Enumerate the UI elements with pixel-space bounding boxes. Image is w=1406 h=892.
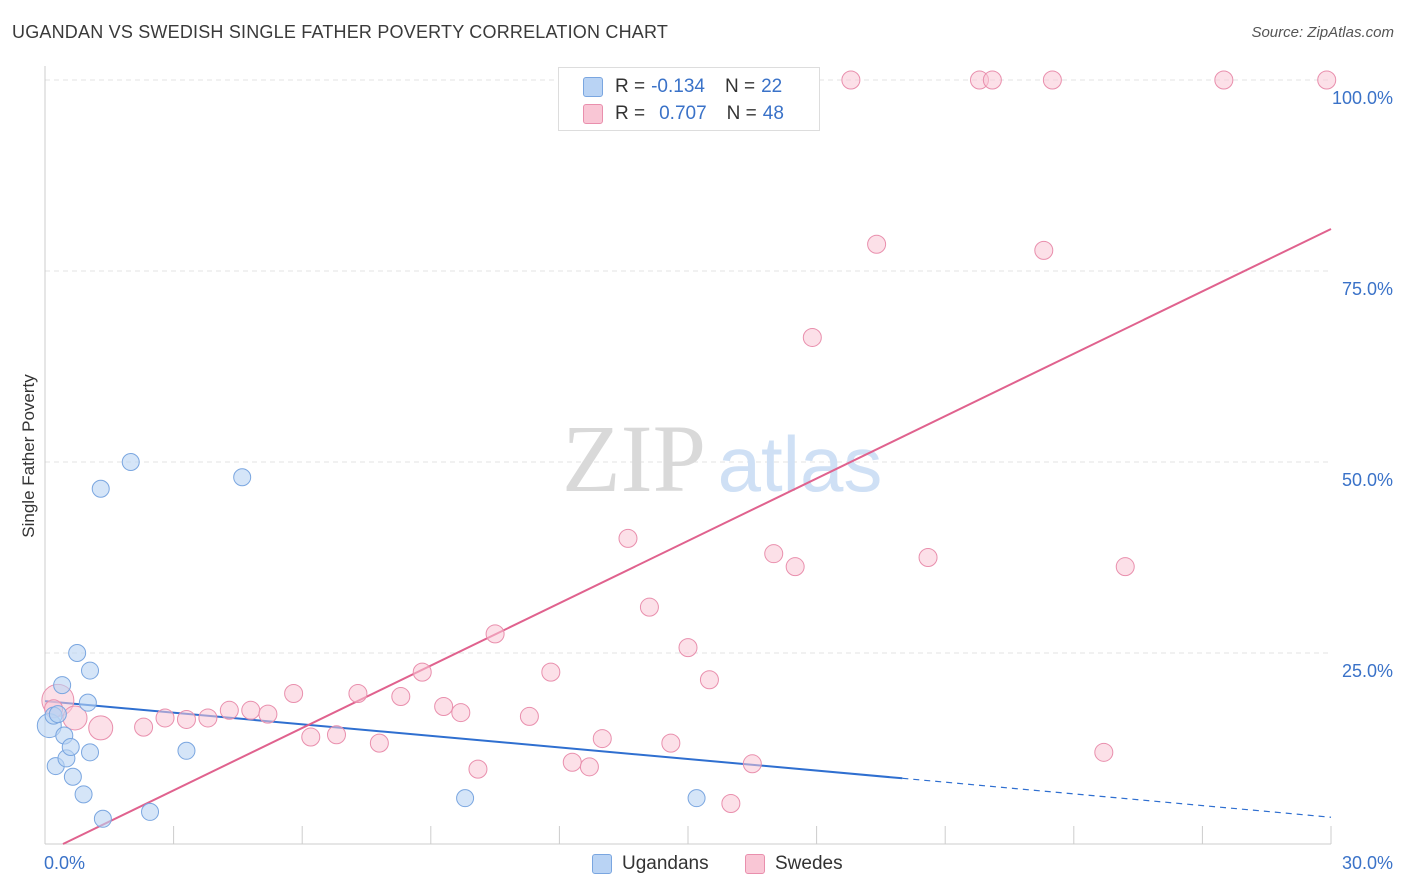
- swede-point: [348, 683, 368, 703]
- swede-point: [219, 700, 239, 720]
- ugandan-point: [141, 802, 160, 821]
- axis-labels: 25.0% 50.0% 75.0% 100.0% 0.0% 30.0% Single Fat…: [19, 88, 1393, 873]
- swede-point: [541, 662, 561, 682]
- legend-n-value: 22: [761, 76, 783, 97]
- swede-point: [918, 548, 938, 567]
- bottom-legend-ugandans: Ugandans: [592, 852, 709, 876]
- swede-point: [1042, 70, 1062, 90]
- swede-point: [1094, 742, 1114, 762]
- swede-trend-line: [62, 228, 1332, 845]
- swede-point: [742, 754, 762, 774]
- swede-point: [1034, 240, 1054, 260]
- swede-point: [451, 703, 471, 723]
- swede-point: [1115, 557, 1135, 577]
- y-tick-label: 100.0%: [1332, 88, 1393, 108]
- swede-point: [176, 709, 196, 729]
- swede-point: [699, 670, 719, 690]
- swede-point: [391, 687, 411, 707]
- bottom-legend-swatch-swedes: [745, 854, 765, 874]
- x-tick-label: 0.0%: [44, 853, 85, 873]
- swede-point: [412, 662, 432, 682]
- legend-n-label: N =: [724, 76, 756, 97]
- swede-point: [592, 729, 612, 749]
- swede-point: [434, 696, 454, 716]
- swede-point: [721, 794, 741, 814]
- ugandan-point: [91, 479, 110, 498]
- swede-point: [1317, 70, 1337, 90]
- ugandan-point: [233, 468, 252, 487]
- ugandan-point: [53, 676, 72, 695]
- swede-point: [618, 528, 638, 548]
- swede-point: [155, 708, 175, 728]
- swede-point: [284, 683, 304, 703]
- ugandan-point: [81, 743, 100, 762]
- swede-point: [468, 759, 488, 779]
- swede-point: [785, 557, 805, 577]
- swede-point: [369, 733, 389, 753]
- x-tick-label: 30.0%: [1342, 853, 1393, 873]
- swede-point: [241, 700, 261, 720]
- swede-point: [134, 717, 154, 737]
- y-tick-label: 25.0%: [1342, 661, 1393, 681]
- legend-row-swedes: R = 0.707 N = 48: [583, 101, 784, 127]
- legend-r-label: R =: [615, 76, 646, 97]
- swede-point: [678, 638, 698, 658]
- swede-point: [258, 704, 278, 724]
- ugandan-point: [81, 661, 100, 680]
- y-tick-label: 50.0%: [1342, 470, 1393, 490]
- legend-r-value: -0.134: [651, 76, 705, 97]
- bottom-legend-swedes: Swedes: [745, 852, 843, 876]
- watermark-atlas: atlas: [718, 420, 883, 508]
- legend-row-ugandans: R = -0.134 N = 22: [583, 74, 782, 100]
- ugandan-point: [63, 767, 82, 786]
- swede-point: [661, 733, 681, 753]
- y-tick-label: 75.0%: [1342, 279, 1393, 299]
- ugandan-point: [78, 693, 97, 712]
- ugandan-point: [93, 809, 112, 828]
- legend-n-value: 48: [762, 103, 784, 124]
- legend-swatch-swedes: [583, 104, 603, 124]
- gridlines: [45, 79, 1331, 654]
- swede-point: [198, 708, 218, 728]
- swede-point: [867, 234, 887, 254]
- swede-point: [639, 597, 659, 617]
- swede-point: [764, 544, 784, 564]
- ugandan-point: [121, 453, 140, 471]
- data-points: [36, 70, 1337, 828]
- ugandan-point: [68, 644, 87, 662]
- swede-point: [485, 624, 505, 644]
- swede-point: [301, 727, 321, 747]
- swede-point: [326, 725, 346, 745]
- ugandan-trend-extension: [902, 777, 1332, 818]
- swede-point: [841, 70, 861, 90]
- ugandan-point: [456, 789, 475, 808]
- ugandan-point: [177, 741, 196, 760]
- legend-n-label: N =: [726, 103, 757, 124]
- watermark: ZIP atlas: [562, 405, 882, 512]
- swede-point: [802, 327, 822, 347]
- ugandan-point: [61, 737, 80, 756]
- ugandan-point: [48, 705, 67, 724]
- chart-title: UGANDAN VS SWEDISH SINGLE FATHER POVERTY…: [12, 22, 669, 42]
- legend-swatch-ugandans: [583, 77, 603, 97]
- ugandan-point: [687, 789, 706, 808]
- ugandan-point: [74, 785, 93, 804]
- bottom-legend-label-swedes: Swedes: [775, 853, 843, 874]
- swede-point: [88, 715, 114, 741]
- swede-point: [519, 706, 539, 726]
- source-label: Source: ZipAtlas.com: [1251, 24, 1394, 41]
- swede-point: [1214, 70, 1234, 90]
- swede-point: [579, 757, 599, 777]
- bottom-legend-label-ugandans: Ugandans: [622, 853, 709, 874]
- legend-r-label: R =: [615, 103, 646, 124]
- swede-point: [562, 752, 582, 772]
- watermark-zip: ZIP: [562, 405, 706, 512]
- bottom-legend-swatch-ugandans: [592, 854, 612, 874]
- swede-point: [982, 70, 1002, 90]
- correlation-legend: R = -0.134 N = 22 R = 0.707 N = 48: [558, 67, 820, 131]
- y-axis-title: Single Father Poverty: [19, 374, 38, 538]
- legend-r-value: 0.707: [659, 103, 707, 124]
- trend-lines: [44, 228, 1332, 845]
